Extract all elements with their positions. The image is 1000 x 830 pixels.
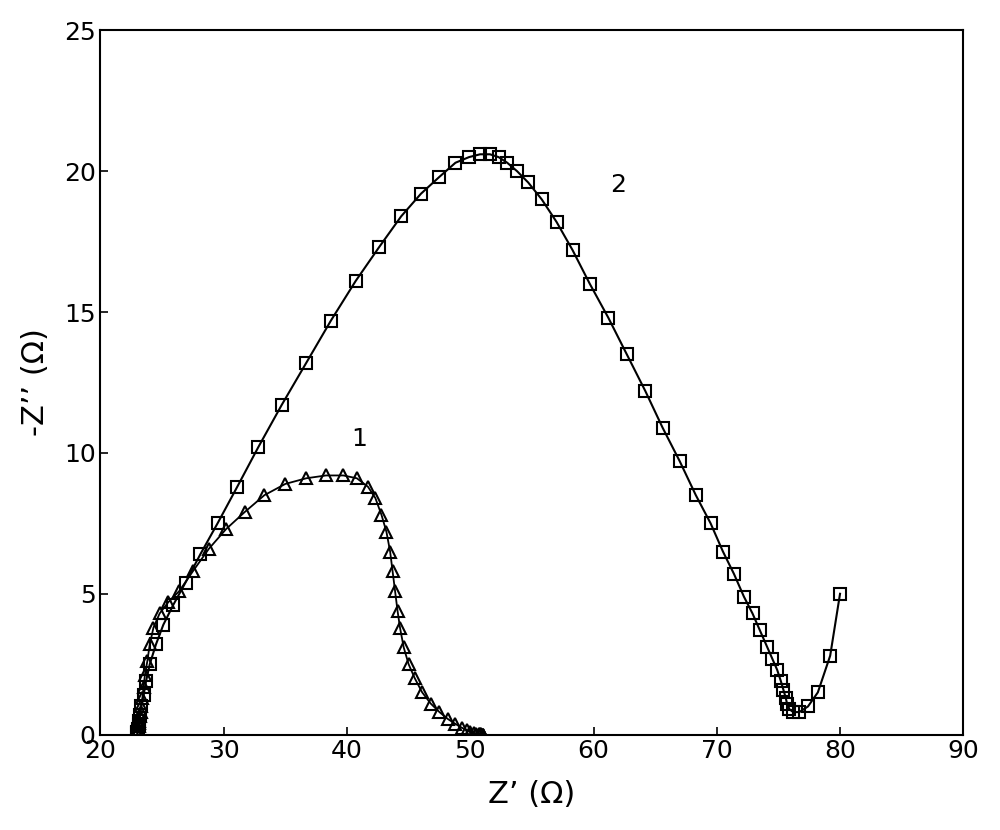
X-axis label: Z’ (Ω): Z’ (Ω) bbox=[488, 780, 576, 809]
Text: 2: 2 bbox=[610, 173, 626, 198]
Y-axis label: -Z’’ (Ω): -Z’’ (Ω) bbox=[21, 329, 50, 437]
Text: 1: 1 bbox=[351, 427, 367, 451]
